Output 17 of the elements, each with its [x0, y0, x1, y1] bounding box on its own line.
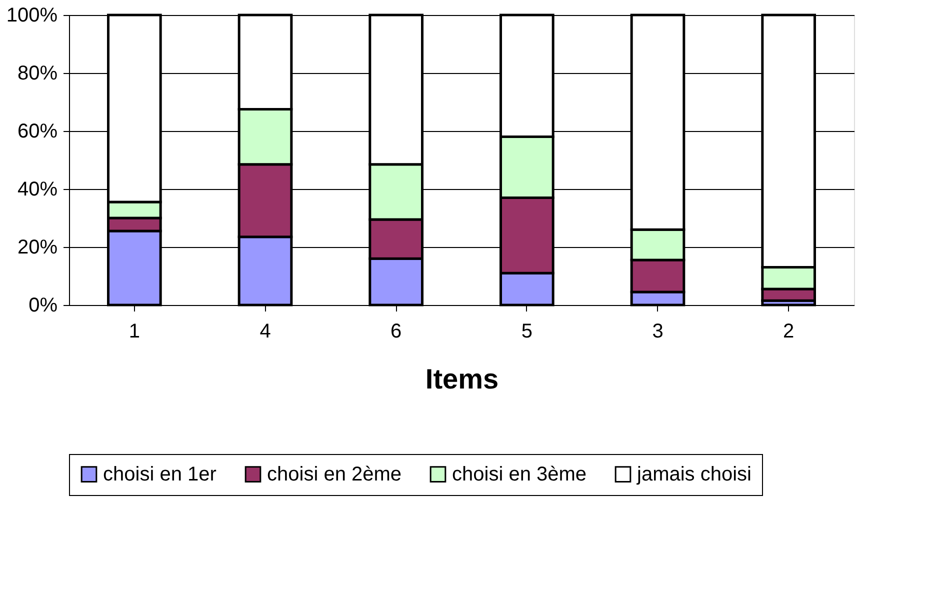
x-tick-label: 4 [260, 320, 271, 342]
y-tick-label: 0% [28, 294, 58, 316]
x-axis-title: Items [425, 364, 499, 394]
legend-label: choisi en 2ème [267, 463, 402, 486]
x-tick-label: 2 [783, 320, 794, 342]
legend-label: choisi en 3ème [452, 463, 587, 486]
legend-label: jamais choisi [636, 463, 752, 486]
y-tick-label: 20% [17, 236, 58, 258]
x-tick-label: 6 [390, 320, 402, 342]
x-tick-label: 3 [652, 320, 664, 342]
y-tick-label: 100% [6, 4, 58, 26]
legend-label: choisi en 1er [103, 463, 217, 486]
y-tick-label: 40% [17, 178, 58, 200]
y-tick-label: 60% [17, 120, 58, 142]
y-tick-label: 80% [17, 62, 58, 84]
x-tick-label: 1 [128, 320, 140, 342]
x-tick-label: 5 [521, 320, 532, 342]
